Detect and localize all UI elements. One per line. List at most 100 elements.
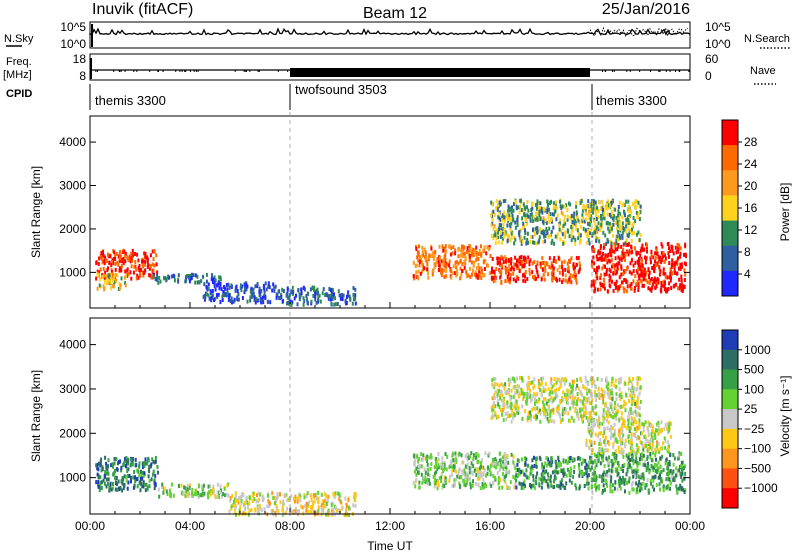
range-gate-cell — [148, 266, 151, 271]
range-gate-cell — [151, 249, 154, 254]
range-gate-cell — [259, 506, 262, 511]
range-gate-cell — [619, 434, 622, 439]
range-gate-cell — [354, 494, 357, 499]
range-gate-cell — [489, 464, 492, 469]
colorbar-swatch — [722, 369, 738, 390]
range-gate-cell — [457, 247, 460, 252]
range-gate-cell — [303, 493, 306, 498]
range-gate-cell — [682, 286, 685, 291]
range-gate-cell — [613, 429, 616, 434]
range-gate-cell — [638, 238, 641, 242]
range-gate-cell — [338, 492, 341, 497]
range-gate-cell — [593, 261, 596, 266]
range-gate-cell — [590, 208, 593, 213]
range-gate-cell — [426, 454, 429, 459]
range-gate-cell — [670, 421, 672, 426]
range-gate-cell — [544, 268, 547, 273]
range-gate-cell — [225, 283, 228, 287]
range-gate-cell — [606, 426, 609, 431]
range-gate-cell — [124, 269, 127, 274]
range-gate-cell — [550, 379, 553, 384]
range-gate-cell — [475, 250, 478, 255]
range-gate-cell — [534, 217, 537, 222]
range-gate-cell — [107, 481, 109, 486]
range-gate-cell — [274, 284, 277, 289]
range-gate-cell — [631, 249, 634, 254]
range-gate-cell — [103, 273, 106, 278]
range-gate-cell — [425, 255, 428, 260]
range-gate-cell — [598, 442, 601, 446]
range-gate-cell — [628, 490, 631, 495]
range-gate-cell — [456, 474, 459, 479]
range-gate-cell — [483, 467, 486, 472]
range-gate-cell — [620, 478, 623, 483]
range-gate-cell — [602, 408, 605, 413]
range-gate-cell — [322, 505, 325, 510]
range-gate-cell — [657, 441, 660, 446]
range-gate-cell — [200, 278, 203, 283]
range-gate-cell — [545, 262, 548, 267]
range-gate-cell — [586, 419, 589, 423]
range-gate-cell — [276, 506, 279, 511]
x-tick-label: 12:00 — [375, 519, 405, 533]
nave-point — [197, 70, 199, 72]
range-gate-cell — [635, 481, 638, 486]
range-gate-cell — [636, 380, 639, 384]
range-gate-cell — [635, 413, 638, 417]
range-gate-cell — [516, 264, 519, 268]
range-gate-cell — [611, 376, 614, 381]
range-gate-cell — [658, 272, 661, 277]
range-gate-cell — [546, 416, 549, 421]
range-gate-cell — [541, 261, 544, 265]
range-gate-cell — [152, 459, 155, 464]
range-gate-cell — [503, 452, 506, 457]
range-gate-cell — [533, 276, 536, 280]
range-gate-cell — [512, 474, 515, 479]
range-gate-cell — [254, 507, 257, 512]
range-gate-cell — [256, 298, 259, 303]
range-gate-cell — [100, 468, 103, 473]
range-gate-cell — [567, 411, 570, 416]
range-gate-cell — [555, 464, 558, 469]
range-gate-cell — [124, 283, 127, 288]
range-gate-cell — [492, 401, 495, 405]
range-gate-cell — [506, 278, 509, 283]
range-gate-cell — [668, 444, 671, 449]
range-gate-cell — [553, 377, 556, 382]
range-gate-cell — [103, 259, 106, 264]
range-gate-cell — [567, 267, 570, 271]
range-gate-cell — [640, 270, 643, 275]
range-gate-cell — [544, 411, 547, 416]
range-gate-cell — [600, 273, 602, 278]
range-gate-cell — [499, 458, 502, 463]
range-gate-cell — [570, 384, 573, 389]
range-gate-cell — [536, 199, 539, 204]
range-gate-cell — [635, 204, 638, 209]
range-gate-cell — [474, 481, 477, 486]
range-gate-cell — [587, 428, 590, 433]
range-gate-cell — [310, 299, 313, 304]
range-gate-cell — [642, 462, 645, 467]
range-gate-cell — [467, 251, 470, 256]
range-gate-cell — [564, 410, 567, 415]
range-gate-cell — [514, 401, 517, 406]
range-gate-cell — [497, 415, 500, 419]
range-gate-cell — [565, 407, 568, 412]
range-gate-cell — [268, 504, 271, 508]
range-gate-cell — [586, 382, 589, 386]
range-gate-cell — [554, 234, 557, 239]
range-gate-cell — [536, 202, 539, 207]
range-gate-cell — [504, 382, 507, 387]
range-gate-cell — [217, 292, 220, 297]
range-gate-cell — [250, 508, 253, 512]
range-gate-cell — [571, 390, 574, 395]
range-gate-cell — [354, 498, 357, 503]
range-gate-cell — [141, 471, 144, 475]
range-gate-cell — [527, 214, 530, 219]
range-gate-cell — [315, 300, 318, 305]
range-gate-cell — [635, 401, 638, 406]
noise-search-label: N.Search — [744, 33, 790, 45]
range-gate-cell — [97, 480, 100, 484]
range-gate-cell — [95, 260, 98, 265]
range-gate-cell — [636, 461, 639, 466]
